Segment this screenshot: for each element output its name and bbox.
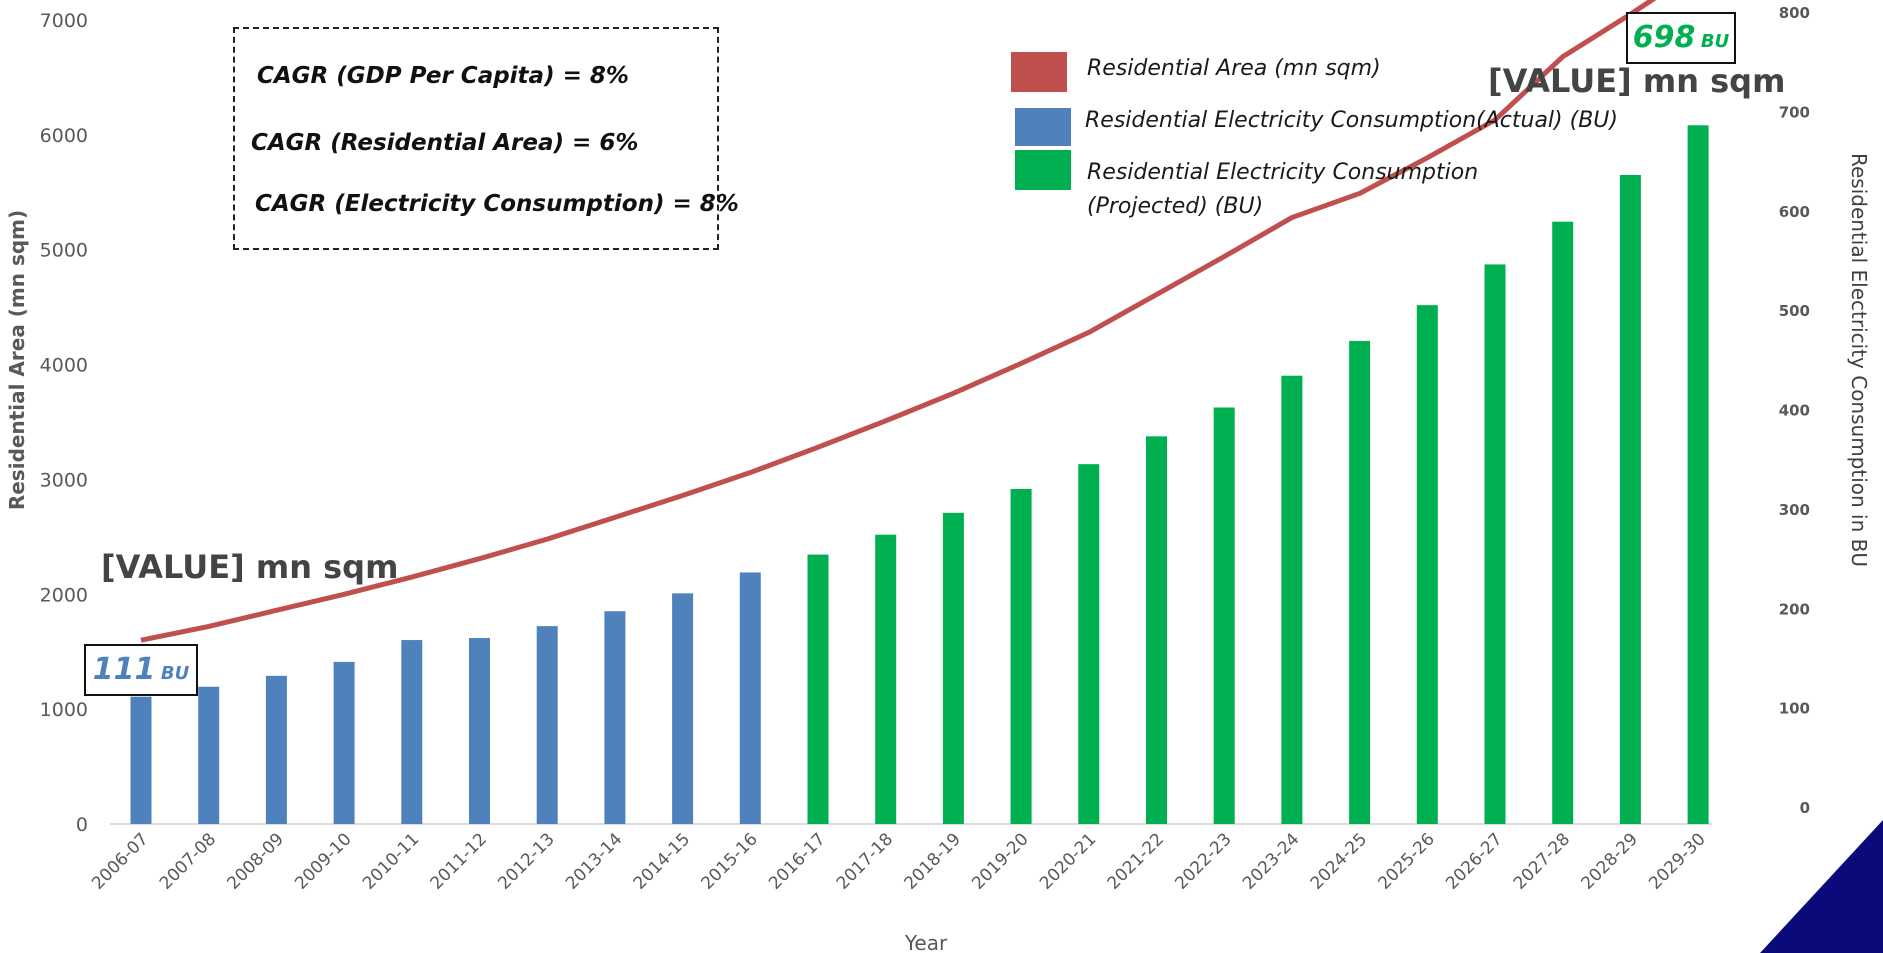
projected-consumption-bar — [1213, 407, 1235, 824]
residential-area-line — [140, 0, 1657, 643]
x-tick-label: 2023-24 — [1239, 829, 1303, 893]
x-tick-label: 2022-23 — [1171, 829, 1235, 893]
corner-decoration — [1760, 820, 1883, 953]
projected-consumption-bar — [1078, 464, 1100, 824]
x-tick-label: 2007-08 — [156, 829, 220, 893]
x-tick-label: 2019-20 — [968, 829, 1032, 893]
x-tick-label: 2012-13 — [494, 829, 558, 893]
x-tick-label: 2008-09 — [224, 829, 288, 893]
projected-consumption-bar — [875, 534, 897, 824]
right-axis-ticks: 0 100 200 300 400 500 600 700 800 — [1779, 4, 1810, 817]
x-axis-ticks: 2006-07 2007-08 2008-09 2009-10 2010-11 2011-… — [88, 829, 1709, 893]
x-tick-label: 2021-22 — [1104, 829, 1168, 893]
x-tick-label: 2016-17 — [765, 829, 829, 893]
y-axis-right-title: Residential Electricity Consumption in B… — [1847, 153, 1871, 567]
x-tick-label: 2026-27 — [1442, 829, 1506, 893]
actual-consumption-bar — [130, 696, 152, 824]
y-axis-left-title: Residential Area (mn sqm) — [5, 210, 29, 510]
legend-label-residential-area: Residential Area (mn sqm) — [1087, 56, 1381, 81]
x-tick-label: 2020-21 — [1036, 829, 1100, 893]
actual-consumption-bar — [739, 572, 761, 824]
legend-label-projected-consumption-line1: Residential Electricity Consumption — [1087, 160, 1479, 185]
projected-consumption-bar — [1146, 436, 1167, 824]
x-tick-label: 2018-19 — [901, 829, 965, 893]
legend-swatch-projected-consumption — [1015, 150, 1071, 190]
actual-consumption-bar — [401, 640, 423, 824]
start-bu-unit: BU — [160, 663, 190, 684]
legend-swatch-actual-consumption — [1015, 108, 1071, 146]
actual-consumption-bar — [536, 626, 558, 824]
actual-consumption-bar — [198, 686, 220, 824]
actual-consumption-bar — [469, 638, 490, 824]
end-bu-unit: BU — [1700, 31, 1730, 52]
cagr-electricity-consumption: CAGR (Electricity Consumption) = 8% — [255, 191, 739, 217]
end-area-value-label: [VALUE] mn sqm — [1488, 62, 1786, 100]
legend-label-projected-consumption-line2: (Projected) (BU) — [1087, 194, 1264, 219]
x-tick-label: 2029-30 — [1645, 829, 1709, 893]
cagr-box: CAGR (GDP Per Capita) = 8% CAGR (Residen… — [233, 27, 739, 250]
y-left-tick-label: 4000 — [40, 355, 88, 377]
end-bu-value: 698 — [1632, 20, 1696, 55]
actual-consumption-bar — [672, 593, 694, 824]
projected-consumption-bar — [1416, 305, 1438, 824]
y-left-tick-label: 5000 — [40, 240, 88, 262]
y-right-tick-label: 0 — [1800, 799, 1810, 817]
y-left-tick-label: 6000 — [40, 125, 88, 147]
y-right-tick-label: 700 — [1779, 103, 1810, 121]
start-bu-value: 111 — [92, 652, 156, 687]
cagr-residential-area: CAGR (Residential Area) = 6% — [251, 130, 639, 156]
y-right-tick-label: 600 — [1779, 203, 1810, 221]
x-tick-label: 2013-14 — [562, 829, 626, 893]
x-tick-label: 2009-10 — [291, 829, 355, 893]
x-tick-label: 2014-15 — [630, 829, 694, 893]
y-left-tick-label: 3000 — [40, 469, 88, 491]
legend-swatch-residential-area — [1011, 52, 1067, 92]
projected-consumption-bar — [1281, 375, 1303, 824]
x-tick-label: 2015-16 — [697, 829, 761, 893]
y-left-tick-label: 2000 — [40, 584, 88, 606]
left-axis-ticks: 0 1000 2000 3000 4000 5000 6000 7000 — [40, 10, 88, 836]
x-tick-label: 2006-07 — [88, 829, 152, 893]
x-tick-label: 2027-28 — [1510, 829, 1574, 893]
y-left-tick-label: 7000 — [40, 10, 88, 32]
x-tick-label: 2028-29 — [1578, 829, 1642, 893]
legend-label-actual-consumption: Residential Electricity Consumption(Actu… — [1085, 108, 1618, 133]
projected-consumption-bar — [1552, 221, 1574, 824]
bars — [130, 125, 1709, 825]
projected-consumption-bar — [1484, 264, 1506, 825]
start-area-value-label: [VALUE] mn sqm — [101, 548, 399, 586]
y-right-tick-label: 100 — [1779, 700, 1810, 718]
x-tick-label: 2025-26 — [1374, 829, 1438, 893]
projected-consumption-bar — [1687, 125, 1709, 825]
projected-consumption-bar — [1619, 174, 1641, 825]
y-right-tick-label: 500 — [1779, 302, 1810, 320]
projected-consumption-bar — [807, 554, 829, 824]
x-tick-label: 2024-25 — [1307, 829, 1371, 893]
projected-consumption-bar — [1010, 489, 1032, 824]
cagr-gdp-per-capita: CAGR (GDP Per Capita) = 8% — [257, 63, 629, 89]
y-right-tick-label: 800 — [1779, 4, 1810, 22]
projected-consumption-bar — [1349, 340, 1371, 824]
x-tick-label: 2011-12 — [427, 829, 491, 893]
y-right-tick-label: 200 — [1779, 600, 1810, 618]
y-right-tick-label: 400 — [1779, 402, 1810, 420]
y-right-tick-label: 300 — [1779, 501, 1810, 519]
x-tick-label: 2017-18 — [833, 829, 897, 893]
actual-consumption-bar — [604, 611, 626, 824]
end-bu-label: 698 BU — [1626, 12, 1736, 64]
y-left-tick-label: 0 — [76, 814, 88, 836]
x-axis-title: Year — [904, 931, 948, 953]
y-left-tick-label: 1000 — [40, 699, 88, 721]
x-tick-label: 2010-11 — [359, 829, 423, 893]
projected-consumption-bar — [942, 512, 964, 824]
actual-consumption-bar — [265, 675, 287, 824]
start-bu-label: 111 BU — [84, 644, 198, 696]
actual-consumption-bar — [333, 661, 355, 824]
